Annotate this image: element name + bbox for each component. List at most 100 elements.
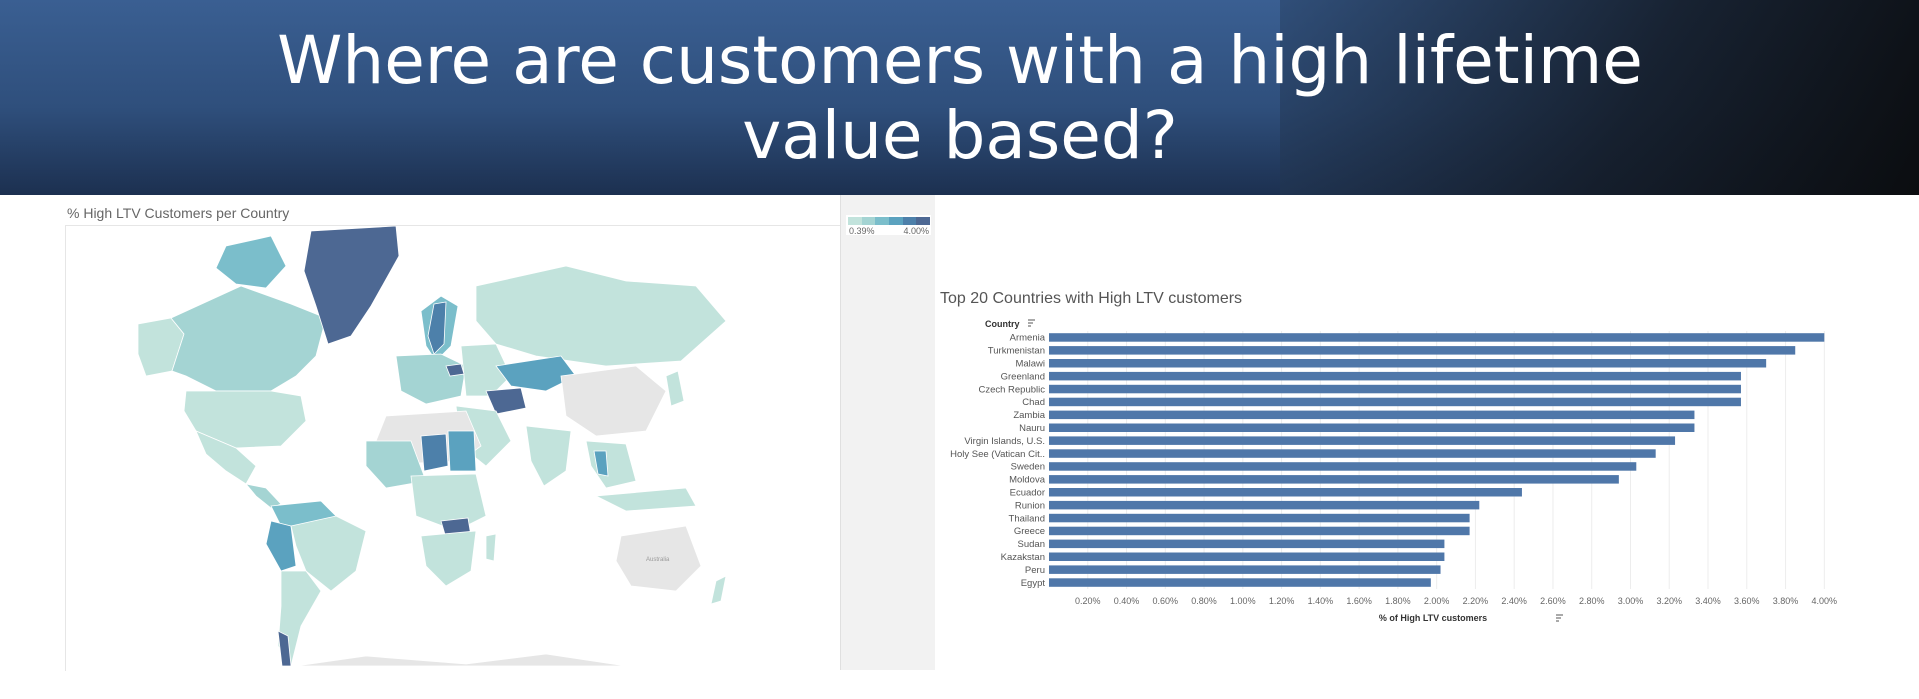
x-tick-label: 2.20% <box>1463 596 1489 606</box>
map-region-sudan <box>447 430 477 472</box>
page-title: Where are customers with a high lifetime… <box>277 21 1643 174</box>
map-region-japan <box>665 370 685 407</box>
x-tick-label: 0.40% <box>1114 596 1140 606</box>
category-label: Chad <box>1022 397 1045 408</box>
map-region-india <box>525 425 572 487</box>
map-region-mongolia-china <box>560 365 667 437</box>
map-region-southern-africa <box>420 530 477 587</box>
bar[interactable] <box>1049 475 1619 484</box>
bar-chart: Country Armenia Turkmenistan MalawiGreenla… <box>950 319 1837 623</box>
bar[interactable] <box>1049 371 1741 381</box>
map-region-chad <box>420 433 449 472</box>
x-axis-title: % of High LTV customers <box>1379 613 1487 623</box>
x-tick-labels: 0.20% 0.40% 0.60% 0.80% 1.00% 1.20% 1.40% 1.60%… <box>1075 596 1837 606</box>
x-tick-label: 1.20% <box>1269 596 1295 606</box>
legend-swatch <box>889 217 903 225</box>
category-label: Moldova <box>1009 475 1046 486</box>
category-label: Ecuador <box>1010 488 1045 499</box>
map-region-chile-south <box>277 630 292 667</box>
choropleth-map[interactable]: Australia <box>65 225 841 671</box>
category-label: Holy See (Vatican Cit.. <box>950 449 1045 460</box>
bar[interactable] <box>1049 552 1445 562</box>
map-region-central-america <box>244 483 282 509</box>
x-tick-label: 3.20% <box>1656 596 1682 606</box>
world-map-svg: Australia <box>137 225 727 667</box>
bars <box>1049 333 1825 587</box>
map-region-turkmenistan <box>485 387 527 415</box>
x-tick-label: 3.60% <box>1734 596 1760 606</box>
category-label: Egypt <box>1021 578 1046 589</box>
map-region-antarctica <box>295 653 627 667</box>
x-tick-label: 1.00% <box>1230 596 1256 606</box>
map-region-southeast-asia <box>585 440 637 489</box>
category-label: Czech Republic <box>978 384 1045 395</box>
x-tick-label: 1.80% <box>1385 596 1411 606</box>
map-region-usa <box>183 390 307 449</box>
legend-panel: 0.39% 4.00% <box>840 195 935 670</box>
sort-icon[interactable] <box>1028 319 1035 327</box>
bar[interactable] <box>1049 346 1796 355</box>
category-label: Runion <box>1015 500 1045 511</box>
category-label: Peru <box>1025 565 1045 576</box>
bar[interactable] <box>1049 449 1656 458</box>
header-banner: Where are customers with a high lifetime… <box>0 0 1919 195</box>
map-region-sweden <box>427 301 447 355</box>
legend-swatch <box>916 217 931 225</box>
map-region-kazakhstan <box>495 355 577 392</box>
bar[interactable] <box>1049 333 1825 342</box>
bar[interactable] <box>1049 488 1522 497</box>
map-region-russia <box>475 265 727 367</box>
legend-swatch <box>875 217 890 225</box>
bar[interactable] <box>1049 436 1676 445</box>
bar[interactable] <box>1049 359 1767 368</box>
x-tick-label: 3.00% <box>1618 596 1644 606</box>
legend-swatch <box>861 217 876 225</box>
bar[interactable] <box>1049 410 1695 420</box>
x-tick-label: 4.00% <box>1812 596 1838 606</box>
map-title: % High LTV Customers per Country <box>67 205 290 221</box>
color-legend: 0.39% 4.00% <box>846 215 931 236</box>
x-tick-label: 1.60% <box>1346 596 1372 606</box>
map-region-australia <box>615 525 702 592</box>
map-region-eastern-europe <box>460 343 512 397</box>
australia-label: Australia <box>646 557 670 563</box>
category-label: Zambia <box>1013 410 1045 421</box>
x-sort-icon[interactable] <box>1556 614 1563 622</box>
x-tick-label: 2.80% <box>1579 596 1605 606</box>
x-tick-label: 3.80% <box>1773 596 1799 606</box>
x-tick-label: 3.40% <box>1695 596 1721 606</box>
category-label: Malawi <box>1015 359 1045 370</box>
bar[interactable] <box>1049 565 1441 574</box>
bar[interactable] <box>1049 397 1741 407</box>
map-region-czech <box>445 363 465 377</box>
bar[interactable] <box>1049 539 1445 549</box>
y-axis-header: Country <box>985 319 1020 329</box>
category-label: Nauru <box>1019 423 1045 434</box>
map-region-canada-islands <box>215 235 287 289</box>
banner-shade <box>1280 0 1919 195</box>
map-region-central-africa <box>410 473 487 532</box>
x-tick-label: 0.80% <box>1191 596 1217 606</box>
x-tick-label: 2.00% <box>1424 596 1450 606</box>
bar[interactable] <box>1049 462 1637 471</box>
bar[interactable] <box>1049 384 1741 394</box>
category-label: Turkmenistan <box>988 346 1045 357</box>
map-region-ecuador-peru <box>265 520 297 572</box>
legend-max-label: 4.00% <box>903 226 929 236</box>
category-label: Thailand <box>1009 513 1045 524</box>
legend-min-label: 0.39% <box>849 226 875 236</box>
x-tick-label: 0.20% <box>1075 596 1101 606</box>
bar[interactable] <box>1049 526 1470 536</box>
bar[interactable] <box>1049 578 1431 587</box>
category-label: Virgin Islands, U.S. <box>964 436 1045 447</box>
bar[interactable] <box>1049 500 1480 510</box>
map-region-madagascar <box>485 533 497 562</box>
map-region-new-zealand <box>710 575 727 605</box>
legend-gradient <box>848 217 931 225</box>
bar[interactable] <box>1049 513 1470 523</box>
bar[interactable] <box>1049 423 1695 433</box>
x-tick-label: 0.60% <box>1153 596 1179 606</box>
legend-swatch <box>902 217 917 225</box>
category-label: Greenland <box>1001 371 1045 382</box>
map-region-indonesia <box>594 487 697 512</box>
